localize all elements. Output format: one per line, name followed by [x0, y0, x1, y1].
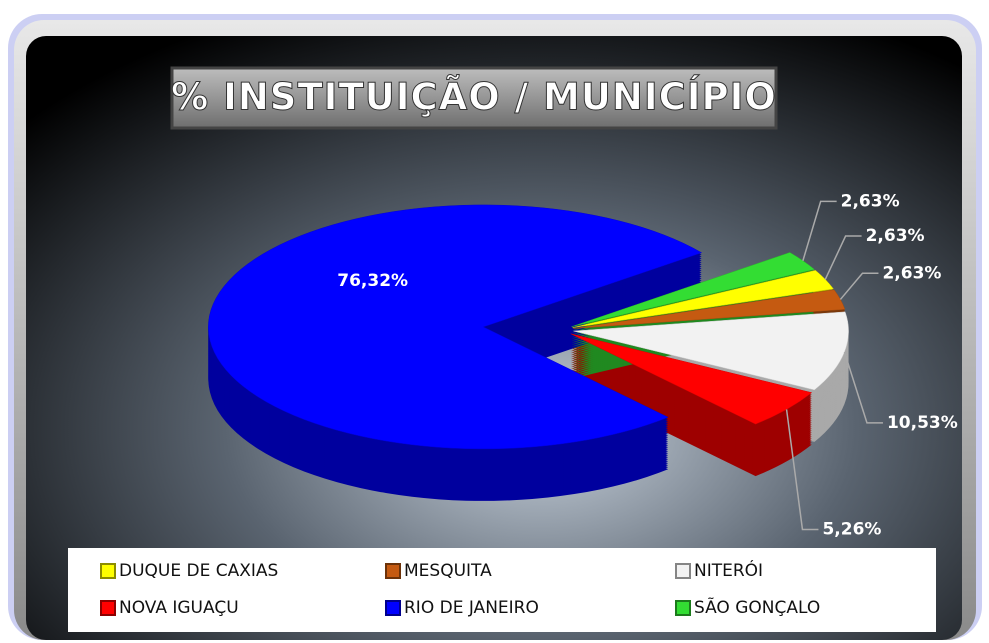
- leader-line: [843, 351, 883, 424]
- legend-swatch: [100, 600, 116, 616]
- slice: [208, 204, 703, 450]
- data-label: 10,53%: [887, 413, 958, 433]
- title-box: [170, 66, 778, 130]
- legend-label: NITERÓI: [694, 559, 763, 581]
- legend-swatch: [100, 563, 116, 579]
- chart-title: % INSTITUIÇÃO / MUNICÍPIO: [171, 75, 777, 119]
- data-label: 2,63%: [841, 191, 900, 211]
- legend-swatch: [385, 563, 401, 579]
- slice: [572, 270, 834, 328]
- leader-line: [824, 235, 862, 280]
- slice: [570, 333, 813, 425]
- data-label: 5,26%: [822, 519, 881, 539]
- legend-label: NOVA IGUAÇU: [119, 598, 239, 618]
- leader-line: [785, 409, 819, 531]
- legend-label: DUQUE DE CAXIAS: [119, 561, 278, 581]
- legend-swatch: [675, 600, 691, 616]
- slice: [573, 289, 846, 329]
- slice: [571, 252, 815, 327]
- legend-label: RIO DE JANEIRO: [404, 598, 539, 618]
- data-label: 2,63%: [882, 263, 941, 283]
- data-label: 2,63%: [866, 226, 925, 246]
- leader-line: [802, 200, 837, 261]
- legend-label: SÃO GONÇALO: [694, 596, 820, 618]
- legend-swatch: [385, 600, 401, 616]
- legend: [68, 548, 936, 632]
- legend-label: MESQUITA: [404, 561, 492, 581]
- data-label: 76,32%: [337, 271, 408, 291]
- leader-line: [839, 272, 879, 300]
- legend-swatch: [675, 563, 691, 579]
